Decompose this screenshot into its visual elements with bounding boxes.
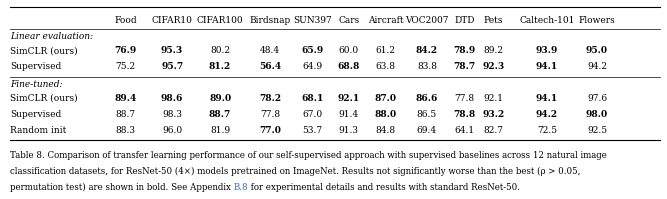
Text: 97.6: 97.6	[587, 94, 607, 103]
Text: 88.7: 88.7	[209, 110, 231, 119]
Text: CIFAR100: CIFAR100	[197, 16, 243, 25]
Text: 84.2: 84.2	[416, 46, 438, 55]
Text: Supervised: Supervised	[10, 62, 61, 71]
Text: permutation test) are shown in bold. See Appendix: permutation test) are shown in bold. See…	[10, 183, 233, 192]
Text: Food: Food	[114, 16, 137, 25]
Text: 78.2: 78.2	[259, 94, 281, 103]
Text: SimCLR (ours): SimCLR (ours)	[10, 46, 77, 55]
Text: Birdsnap: Birdsnap	[249, 16, 291, 25]
Text: 87.0: 87.0	[375, 94, 396, 103]
Text: 77.8: 77.8	[260, 110, 280, 119]
Text: 88.0: 88.0	[374, 110, 397, 119]
Text: Aircraft: Aircraft	[368, 16, 404, 25]
Text: 92.1: 92.1	[484, 94, 504, 103]
Text: 56.4: 56.4	[259, 62, 281, 71]
Text: 93.9: 93.9	[536, 46, 558, 55]
Text: 65.9: 65.9	[301, 46, 323, 55]
Text: 95.3: 95.3	[161, 46, 183, 55]
Text: 68.8: 68.8	[338, 62, 360, 71]
Text: 78.8: 78.8	[453, 110, 476, 119]
Text: 76.9: 76.9	[114, 46, 137, 55]
Text: 78.7: 78.7	[453, 62, 476, 71]
Text: 68.1: 68.1	[301, 94, 323, 103]
Text: 95.7: 95.7	[161, 62, 183, 71]
Text: 77.8: 77.8	[454, 94, 474, 103]
Text: 95.0: 95.0	[586, 46, 608, 55]
Text: 64.1: 64.1	[454, 126, 474, 135]
Text: CIFAR10: CIFAR10	[151, 16, 193, 25]
Text: Flowers: Flowers	[578, 16, 616, 25]
Text: 86.6: 86.6	[416, 94, 438, 103]
Text: 89.2: 89.2	[484, 46, 504, 55]
Text: Random init: Random init	[10, 126, 67, 135]
Text: 92.3: 92.3	[482, 62, 505, 71]
Text: 88.7: 88.7	[115, 110, 135, 119]
Text: 48.4: 48.4	[260, 46, 280, 55]
Text: 88.3: 88.3	[115, 126, 135, 135]
Text: 92.5: 92.5	[587, 126, 607, 135]
Text: 81.2: 81.2	[209, 62, 231, 71]
Text: 98.0: 98.0	[586, 110, 608, 119]
Text: 80.2: 80.2	[210, 46, 230, 55]
Text: 77.0: 77.0	[259, 126, 281, 135]
Text: 60.0: 60.0	[339, 46, 359, 55]
Text: 94.1: 94.1	[536, 94, 558, 103]
Text: SUN397: SUN397	[293, 16, 331, 25]
Text: 63.8: 63.8	[376, 62, 396, 71]
Text: 83.8: 83.8	[417, 62, 437, 71]
Text: 93.2: 93.2	[482, 110, 505, 119]
Text: B.8: B.8	[233, 183, 248, 192]
Text: 75.2: 75.2	[115, 62, 135, 71]
Text: 94.2: 94.2	[536, 110, 558, 119]
Text: 72.5: 72.5	[537, 126, 557, 135]
Text: 94.1: 94.1	[536, 62, 558, 71]
Text: 82.7: 82.7	[484, 126, 504, 135]
Text: 86.5: 86.5	[417, 110, 437, 119]
Text: SimCLR (ours): SimCLR (ours)	[10, 94, 77, 103]
Text: 89.0: 89.0	[209, 94, 231, 103]
Text: 92.1: 92.1	[338, 94, 360, 103]
Text: Supervised: Supervised	[10, 110, 61, 119]
Text: Table 8. Comparison of transfer learning performance of our self-supervised appr: Table 8. Comparison of transfer learning…	[10, 151, 607, 160]
Text: 89.4: 89.4	[114, 94, 137, 103]
Text: 91.4: 91.4	[339, 110, 359, 119]
Text: 94.2: 94.2	[587, 62, 607, 71]
Text: VOC2007: VOC2007	[405, 16, 449, 25]
Text: 67.0: 67.0	[302, 110, 322, 119]
Text: 69.4: 69.4	[417, 126, 437, 135]
Text: Linear evaluation:: Linear evaluation:	[10, 32, 93, 41]
Text: DTD: DTD	[454, 16, 474, 25]
Text: Pets: Pets	[484, 16, 504, 25]
Text: 81.9: 81.9	[210, 126, 230, 135]
Text: 78.9: 78.9	[453, 46, 476, 55]
Text: Cars: Cars	[338, 16, 360, 25]
Text: 91.3: 91.3	[339, 126, 359, 135]
Text: 64.9: 64.9	[302, 62, 322, 71]
Text: for experimental details and results with standard ResNet-50.: for experimental details and results wit…	[248, 183, 520, 192]
Text: 98.3: 98.3	[162, 110, 182, 119]
Text: Caltech-101: Caltech-101	[519, 16, 575, 25]
Text: 53.7: 53.7	[302, 126, 322, 135]
Text: 98.6: 98.6	[161, 94, 183, 103]
Text: classification datasets, for ResNet-50 (4×) models pretrained on ImageNet. Resul: classification datasets, for ResNet-50 (…	[10, 167, 580, 176]
Text: 84.8: 84.8	[376, 126, 396, 135]
Text: Fine-tuned:: Fine-tuned:	[10, 80, 63, 89]
Text: 61.2: 61.2	[376, 46, 396, 55]
Text: 96.0: 96.0	[162, 126, 182, 135]
